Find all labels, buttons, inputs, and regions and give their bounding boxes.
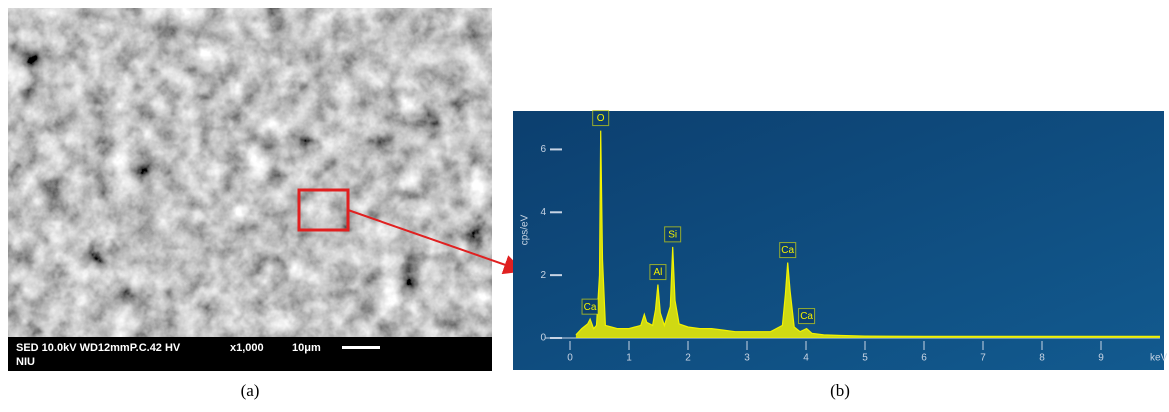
y-tick-label: 0 bbox=[540, 333, 546, 344]
y-axis-label: cps/eV bbox=[520, 214, 531, 245]
x-tick-label: 0 bbox=[567, 353, 573, 364]
x-tick-label: 1 bbox=[626, 353, 632, 364]
y-tick-label: 6 bbox=[540, 144, 546, 155]
peak-label: Ca bbox=[800, 311, 813, 322]
y-tick-label: 2 bbox=[540, 270, 546, 281]
caption: (b) bbox=[830, 381, 850, 400]
peak-label: Ca bbox=[781, 245, 794, 256]
peak-label: O bbox=[597, 113, 605, 124]
magnification: x1,000 bbox=[230, 342, 264, 354]
figure: SED 10.0kV WD12mmP.C.42 HV x1,000 10μm N… bbox=[0, 0, 1169, 407]
y-tick-label: 4 bbox=[540, 207, 546, 218]
peak-label: Al bbox=[653, 267, 662, 278]
info-line: SED 10.0kV WD12mmP.C.42 HV bbox=[16, 342, 181, 354]
operator: NIU bbox=[16, 356, 35, 368]
x-tick-label: 5 bbox=[862, 353, 868, 364]
scale-bar bbox=[342, 346, 380, 349]
x-tick-label: 4 bbox=[803, 353, 809, 364]
x-tick-label: 7 bbox=[980, 353, 986, 364]
x-axis-label: keV bbox=[1150, 353, 1168, 364]
caption: (a) bbox=[241, 381, 260, 400]
sem-image bbox=[8, 8, 492, 338]
x-tick-label: 9 bbox=[1098, 353, 1104, 364]
peak-label: Ca bbox=[584, 302, 597, 313]
scale-bar-label: 10μm bbox=[292, 342, 321, 354]
x-tick-label: 8 bbox=[1039, 353, 1045, 364]
x-tick-label: 3 bbox=[744, 353, 750, 364]
peak-label: Si bbox=[668, 229, 677, 240]
x-tick-label: 6 bbox=[921, 353, 927, 364]
x-tick-label: 2 bbox=[685, 353, 691, 364]
page: {"sem_image": {"info_line": "SED 10.0kV … bbox=[0, 0, 1169, 407]
